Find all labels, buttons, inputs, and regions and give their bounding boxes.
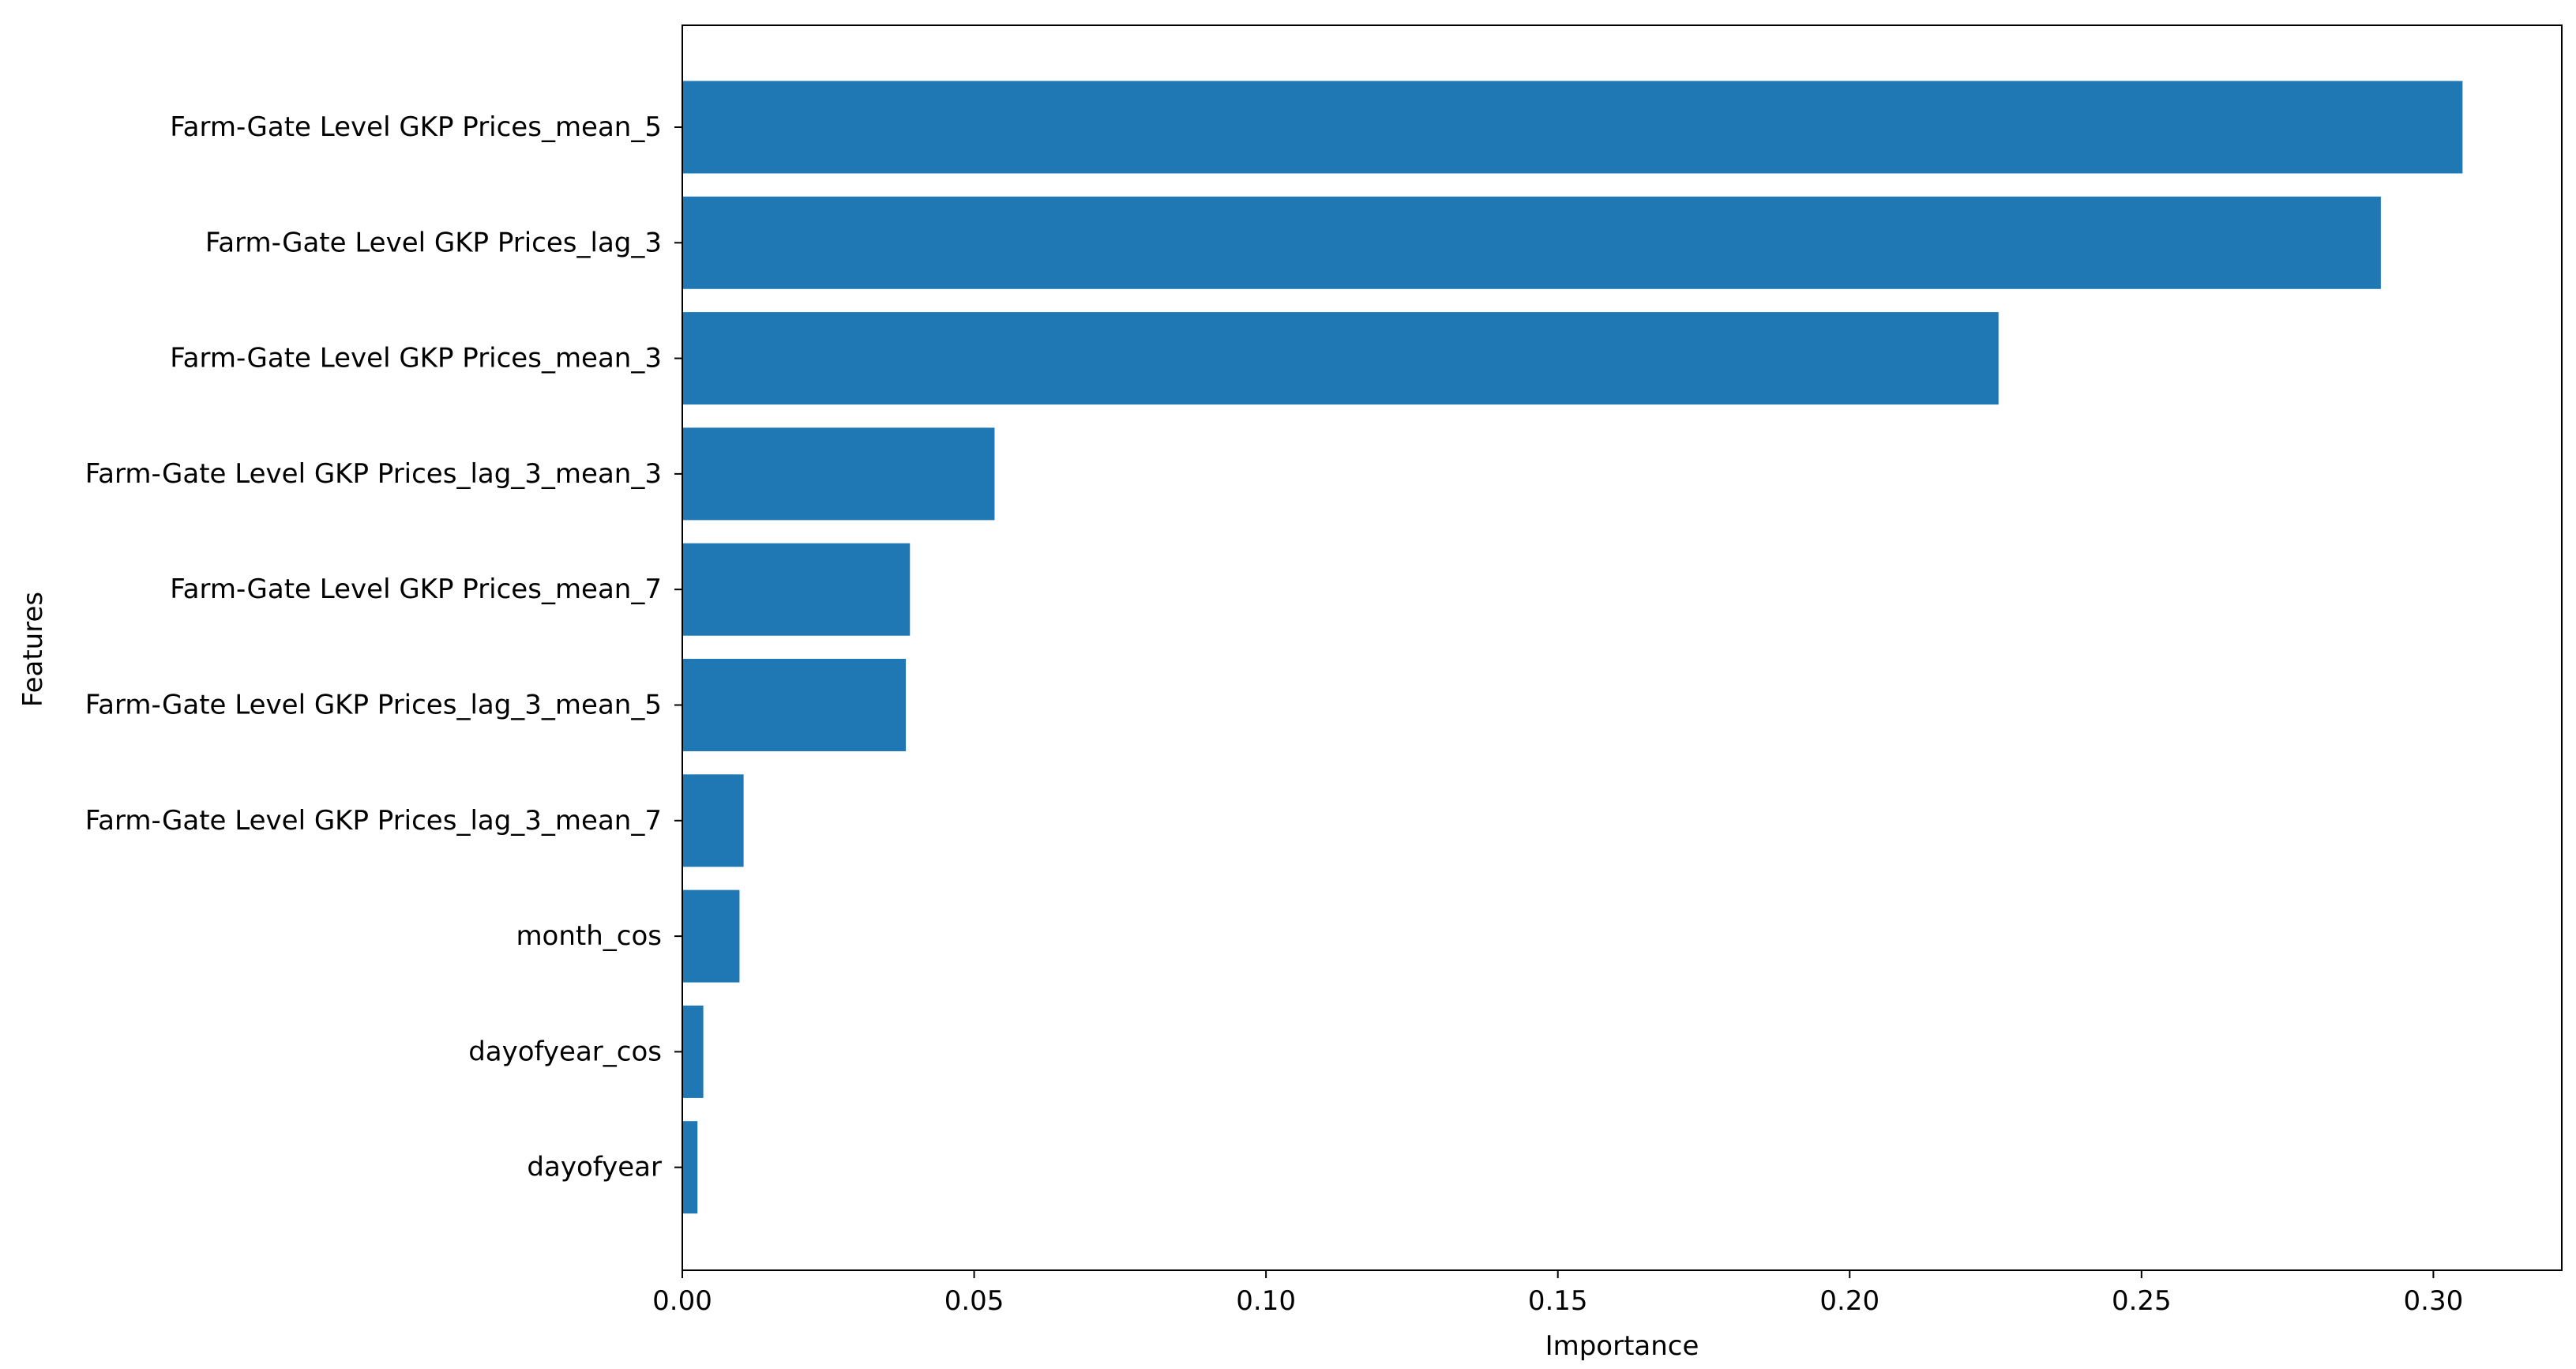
x-tick-label-3: 0.15 [1528,1285,1588,1317]
x-tick-label-0: 0.00 [652,1285,712,1317]
x-axis-title: Importance [1545,1330,1699,1362]
bars-group [682,81,2463,1214]
y-tick-label-0: Farm-Gate Level GKP Prices_mean_5 [170,111,662,143]
x-tick-label-5: 0.25 [2112,1285,2172,1317]
y-tick-label-1: Farm-Gate Level GKP Prices_lag_3 [205,227,662,258]
y-tick-label-8: dayofyear_cos [468,1036,662,1067]
bar-2 [682,312,1999,405]
y-tick-label-2: Farm-Gate Level GKP Prices_mean_3 [170,343,662,374]
y-tick-label-3: Farm-Gate Level GKP Prices_lag_3_mean_3 [85,458,662,490]
bar-4 [682,543,911,636]
x-tick-label-2: 0.10 [1236,1285,1296,1317]
bar-1 [682,196,2381,289]
x-tick-label-6: 0.30 [2404,1285,2464,1317]
y-tick-label-9: dayofyear [527,1152,662,1183]
x-axis-ticks: 0.00 0.05 0.10 0.15 0.20 0.25 0.30 [652,1270,2463,1317]
y-tick-label-4: Farm-Gate Level GKP Prices_mean_7 [170,574,662,605]
y-tick-label-5: Farm-Gate Level GKP Prices_lag_3_mean_5 [85,690,662,721]
y-axis-title: Features [17,592,49,707]
plot-frame [682,24,2563,1271]
y-tick-label-7: month_cos [516,920,662,952]
bar-7 [682,889,740,983]
bar-0 [682,81,2463,174]
x-tick-label-4: 0.20 [1819,1285,1879,1317]
x-tick-label-1: 0.05 [944,1285,1004,1317]
y-axis-ticks: Farm-Gate Level GKP Prices_mean_5 Farm-Ga… [85,111,682,1183]
bar-5 [682,659,907,751]
bar-3 [682,427,995,521]
y-tick-label-6: Farm-Gate Level GKP Prices_lag_3_mean_7 [85,805,662,837]
bar-9 [682,1121,698,1214]
bar-6 [682,774,744,867]
bar-8 [682,1005,704,1098]
